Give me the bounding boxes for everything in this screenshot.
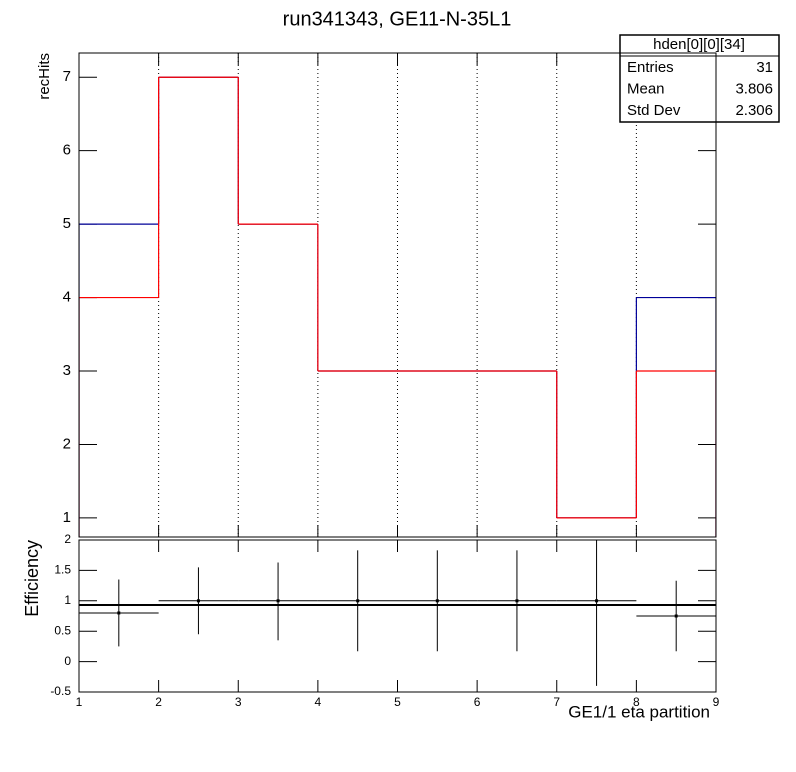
frame bbox=[78, 539, 717, 693]
y-tick-label: -0.5 bbox=[50, 684, 71, 698]
y-tick-label: 2 bbox=[64, 532, 71, 546]
point bbox=[196, 599, 200, 603]
stats-label: Entries bbox=[627, 59, 674, 76]
y-axis-label: recHits bbox=[36, 53, 53, 100]
stats-box bbox=[619, 34, 780, 123]
y-tick-label: 6 bbox=[63, 142, 71, 159]
stats-title: hden[0][0][34] bbox=[653, 36, 745, 53]
x-tick-label: 2 bbox=[155, 695, 162, 709]
stats-label: Mean bbox=[627, 80, 665, 97]
x-tick-label: 6 bbox=[474, 695, 481, 709]
plot-area bbox=[79, 76, 716, 537]
x-tick-label: 4 bbox=[315, 695, 322, 709]
x-tick-label: 9 bbox=[713, 695, 720, 709]
y-tick-label: 1 bbox=[63, 509, 71, 526]
y-tick-label: 1.5 bbox=[54, 563, 71, 577]
x-tick-label: 7 bbox=[553, 695, 560, 709]
x-tick-label: 5 bbox=[394, 695, 401, 709]
y-tick-label: 0.5 bbox=[54, 623, 71, 637]
y-tick-label: 2 bbox=[63, 435, 71, 452]
y-axis-label: Efficiency bbox=[22, 540, 42, 617]
x-axis-label: GE1/1 eta partition bbox=[568, 702, 710, 721]
y-tick-label: 3 bbox=[63, 362, 71, 379]
stats-label: Std Dev bbox=[627, 102, 681, 119]
y-tick-label: 7 bbox=[63, 68, 71, 85]
x-tick-label: 3 bbox=[235, 695, 242, 709]
stats-value: 2.306 bbox=[735, 102, 773, 119]
x-tick-label: 8 bbox=[633, 695, 640, 709]
point bbox=[674, 614, 678, 618]
plot-area bbox=[79, 540, 716, 686]
y-tick-label: 4 bbox=[63, 289, 71, 306]
point bbox=[595, 599, 599, 603]
stats-value: 31 bbox=[756, 59, 773, 76]
y-tick-label: 1 bbox=[64, 593, 71, 607]
x-tick-label: 1 bbox=[76, 695, 83, 709]
y-tick-label: 0 bbox=[64, 654, 71, 668]
point bbox=[356, 599, 360, 603]
point bbox=[276, 599, 280, 603]
y-tick-label: 5 bbox=[63, 215, 71, 232]
point bbox=[117, 611, 121, 615]
chart-title: run341343, GE11-N-35L1 bbox=[283, 8, 512, 30]
frame bbox=[78, 52, 717, 538]
point bbox=[515, 599, 519, 603]
stats-value: 3.806 bbox=[735, 80, 773, 97]
point bbox=[435, 599, 439, 603]
